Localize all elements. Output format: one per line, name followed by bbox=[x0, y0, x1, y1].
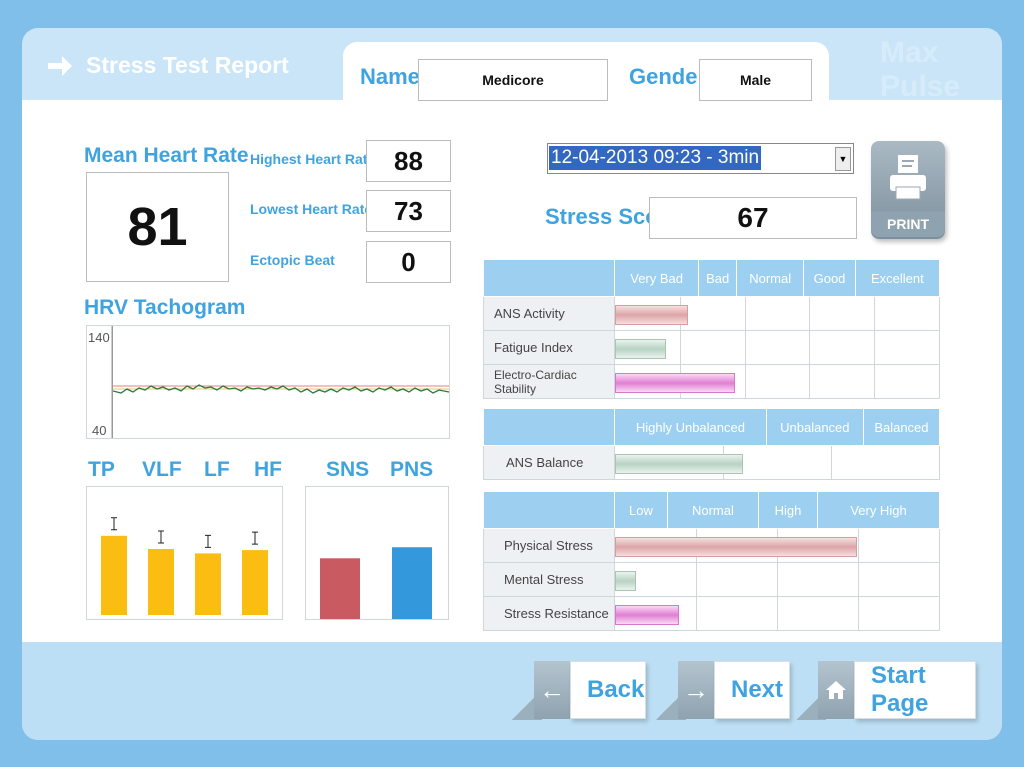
col-excellent: Excellent bbox=[854, 259, 941, 297]
brand-logo: Max Pulse bbox=[880, 36, 961, 103]
row-label-electro-cardiac-stability: Electro-Cardiac Stability bbox=[483, 364, 615, 399]
col-bad: Bad bbox=[698, 259, 738, 297]
next-button[interactable]: → Next bbox=[678, 661, 790, 719]
error-bar bbox=[158, 530, 164, 544]
start-page-button-label: Start Page bbox=[854, 661, 976, 719]
autonomic-label-pns: PNS bbox=[390, 458, 434, 481]
table-row: Stress Resistance bbox=[483, 596, 940, 631]
error-bar bbox=[252, 531, 258, 545]
table-row: ANS Activity bbox=[483, 296, 940, 331]
gender-label: Gender bbox=[629, 64, 707, 89]
back-button-label: Back bbox=[570, 661, 646, 719]
health-table: Very Bad Bad Normal Good Excellent ANS A… bbox=[483, 259, 941, 399]
col-normal-stress: Normal bbox=[666, 491, 760, 529]
ans-activity-bar bbox=[615, 305, 689, 325]
home-icon bbox=[818, 661, 854, 719]
arrow-right-icon bbox=[46, 52, 74, 85]
tachogram-trace bbox=[113, 384, 449, 394]
col-low: Low bbox=[614, 491, 668, 529]
name-label: Name bbox=[360, 64, 420, 89]
col-high: High bbox=[758, 491, 819, 529]
ectopic-beat-label: Ectopic Beat bbox=[250, 252, 335, 268]
table-row: ANS Balance bbox=[483, 445, 940, 480]
balance-table: Highly Unbalanced Unbalanced Balanced AN… bbox=[483, 408, 941, 480]
printer-icon bbox=[890, 155, 926, 200]
physical-stress-bar bbox=[615, 537, 857, 557]
spectrum-label-hf: HF bbox=[254, 458, 282, 481]
col-good: Good bbox=[803, 259, 856, 297]
mean-heart-rate-label: Mean Heart Rate bbox=[84, 144, 249, 167]
fatigue-index-bar bbox=[615, 339, 666, 359]
gender-field[interactable]: Male bbox=[699, 59, 812, 101]
row-label-mental-stress: Mental Stress bbox=[483, 562, 615, 597]
tachogram-title: HRV Tachogram bbox=[84, 296, 246, 319]
ans-balance-bar bbox=[615, 454, 744, 474]
row-label-ans-activity: ANS Activity bbox=[483, 296, 615, 331]
highest-heart-rate-value: 88 bbox=[366, 140, 451, 182]
next-button-label: Next bbox=[714, 661, 790, 719]
autonomic-chart bbox=[305, 486, 449, 620]
stress-resistance-bar bbox=[615, 605, 679, 625]
spectrum-bar-hf bbox=[242, 550, 268, 615]
highest-heart-rate-label: Highest Heart Rate bbox=[250, 151, 376, 167]
col-highly-unbalanced: Highly Unbalanced bbox=[614, 408, 767, 446]
autonomic-bar-sns bbox=[320, 558, 360, 619]
col-unbalanced: Unbalanced bbox=[765, 408, 864, 446]
arrow-left-icon: ← bbox=[534, 661, 570, 719]
session-selected-value: 12-04-2013 09:23 - 3min bbox=[549, 146, 762, 170]
col-very-high: Very High bbox=[817, 491, 940, 529]
col-very-bad: Very Bad bbox=[613, 259, 700, 297]
error-bar bbox=[111, 517, 117, 531]
col-balanced: Balanced bbox=[862, 408, 941, 446]
row-label-fatigue-index: Fatigue Index bbox=[483, 330, 615, 365]
table-row: Mental Stress bbox=[483, 562, 940, 597]
start-page-button[interactable]: Start Page bbox=[818, 661, 976, 719]
stress-table: Low Normal High Very High Physical Stres… bbox=[483, 491, 940, 631]
electro-cardiac-stability-bar bbox=[615, 373, 736, 393]
print-label: PRINT bbox=[871, 211, 945, 237]
name-field[interactable]: Medicore bbox=[418, 59, 608, 101]
spectrum-label-tp: TP bbox=[88, 458, 115, 481]
spectrum-bar-vlf bbox=[148, 549, 174, 615]
col-normal: Normal bbox=[736, 259, 805, 297]
tachogram-y-min: 40 bbox=[92, 423, 107, 438]
arrow-right-icon: → bbox=[678, 661, 714, 719]
mean-heart-rate-value: 81 bbox=[86, 172, 229, 282]
mental-stress-bar bbox=[615, 571, 637, 591]
back-button[interactable]: ← Back bbox=[534, 661, 646, 719]
row-label-physical-stress: Physical Stress bbox=[483, 528, 615, 563]
row-label-stress-resistance: Stress Resistance bbox=[483, 596, 615, 631]
session-select[interactable]: 12-04-2013 09:23 - 3min ▼ bbox=[547, 143, 854, 174]
chevron-down-icon[interactable]: ▼ bbox=[835, 147, 851, 171]
spectrum-bar-lf bbox=[195, 553, 221, 615]
tachogram-y-max: 140 bbox=[88, 330, 110, 345]
tachogram-chart bbox=[86, 325, 450, 439]
spectrum-bar-tp bbox=[101, 535, 127, 615]
table-row: Fatigue Index bbox=[483, 330, 940, 365]
table-row: Physical Stress bbox=[483, 528, 940, 563]
error-bar bbox=[205, 534, 211, 548]
autonomic-label-sns: SNS bbox=[326, 458, 370, 481]
spectrum-label-lf: LF bbox=[204, 458, 230, 481]
autonomic-bar-pns bbox=[392, 547, 432, 619]
spectrum-chart bbox=[86, 486, 283, 620]
stress-score-value: 67 bbox=[649, 197, 857, 239]
lowest-heart-rate-value: 73 bbox=[366, 190, 451, 232]
ectopic-beat-value: 0 bbox=[366, 241, 451, 283]
row-label-ans-balance: ANS Balance bbox=[483, 445, 615, 480]
page-title: Stress Test Report bbox=[86, 52, 289, 78]
print-button[interactable]: PRINT bbox=[871, 141, 945, 239]
table-row: Electro-Cardiac Stability bbox=[483, 364, 940, 399]
spectrum-label-vlf: VLF bbox=[142, 458, 182, 481]
lowest-heart-rate-label: Lowest Heart Rate bbox=[250, 201, 373, 217]
